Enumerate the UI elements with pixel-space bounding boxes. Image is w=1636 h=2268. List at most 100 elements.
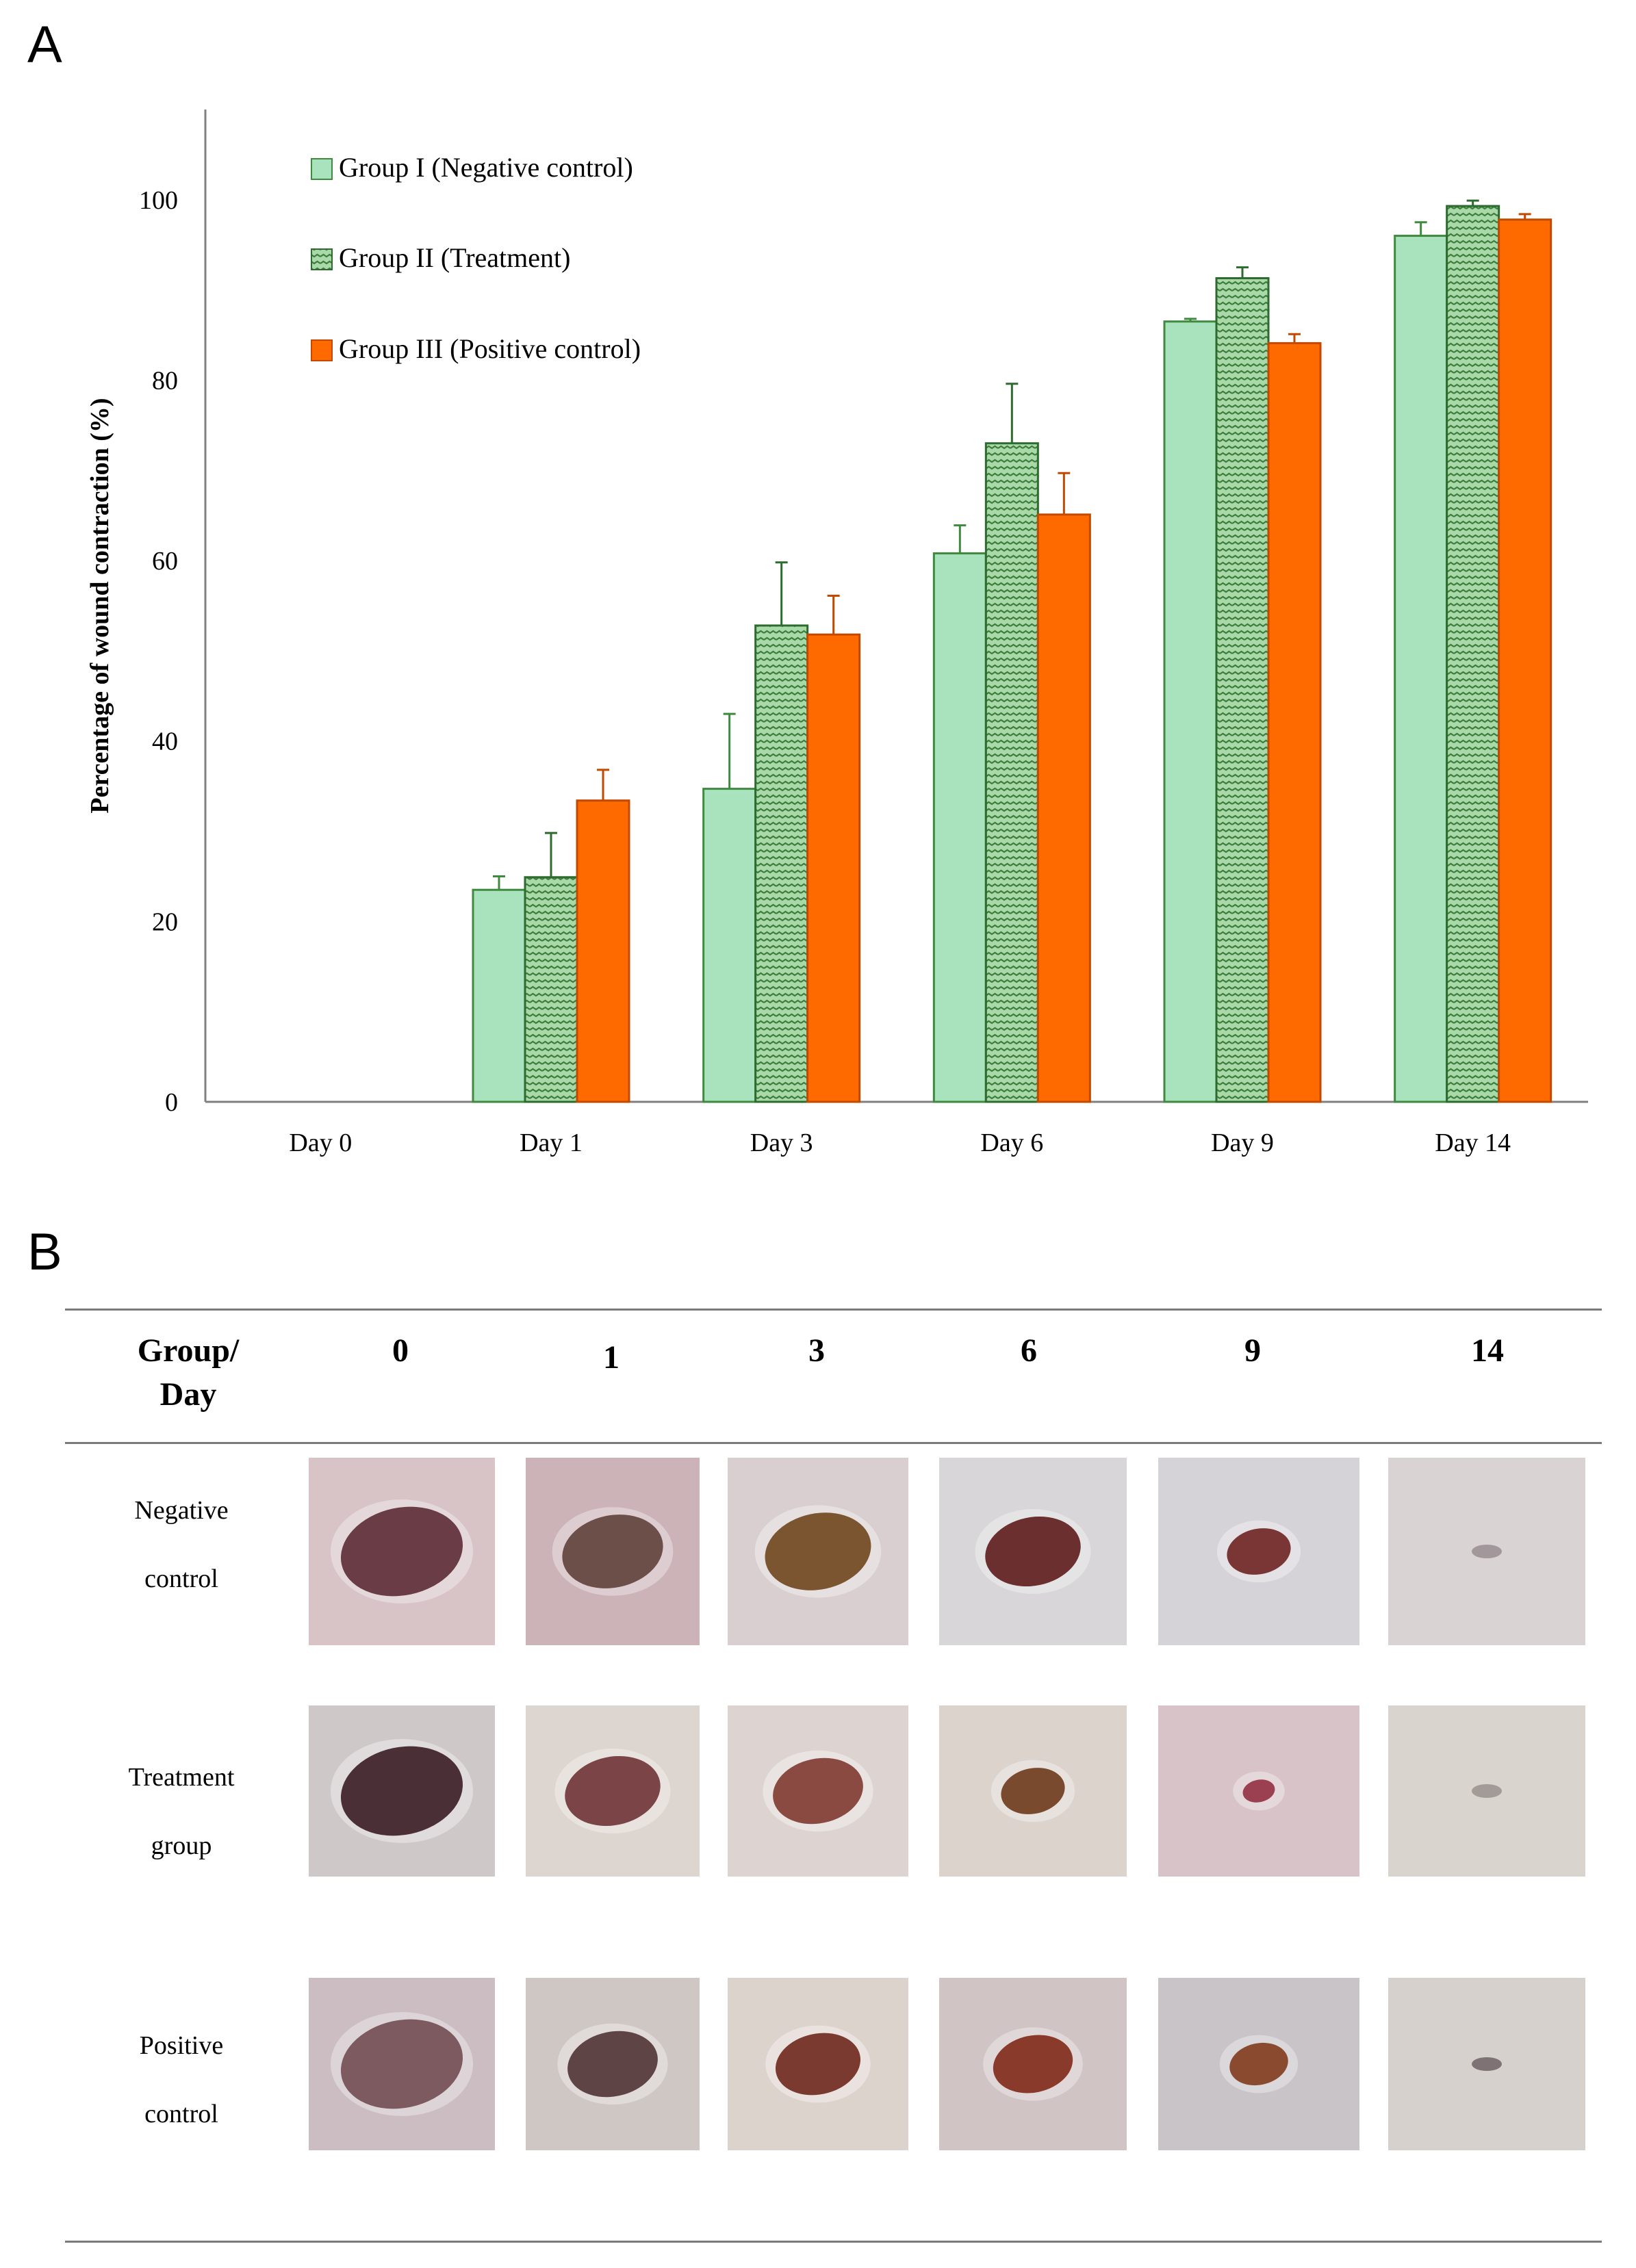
row-label-line2: group [151,1831,212,1860]
wound-area [1242,1779,1275,1803]
table-bottom-rule [65,2241,1602,2243]
x-tick-label: Day 14 [1435,1129,1511,1157]
header-day-14: 14 [1471,1332,1504,1369]
wound-photo-image [939,1978,1127,2150]
wound-photo [1388,1705,1585,1877]
bar [1036,513,1091,1103]
wound-photo [526,1978,700,2150]
panel-a-label: A [27,16,62,74]
header-group-day: Group/ Day [106,1329,270,1417]
row-label-line2: control [144,1564,218,1593]
bar [1163,320,1218,1103]
bar [524,876,578,1103]
header-group-text: Group/ [137,1332,240,1369]
bar [1267,342,1322,1103]
wound-photo-image [526,1978,700,2150]
wound-photo-image [309,1458,495,1645]
wound-area [565,1755,661,1827]
bar [806,633,861,1103]
wound-area [562,1515,663,1588]
row-label-negative-control: Negative control [79,1476,284,1613]
x-tick-label: Day 9 [1211,1129,1274,1157]
wound-photo-image [939,1705,1127,1877]
x-tick-label: Day 3 [750,1129,813,1157]
row-label-line1: Positive [139,2031,224,2060]
row-label-treatment-group: Treatment group [79,1743,284,1880]
header-day-3: 3 [808,1332,825,1369]
header-day-0: 0 [392,1332,409,1369]
wound-photo-image [526,1458,700,1645]
wound-area [993,2035,1073,2093]
wound-photo [939,1705,1127,1877]
table-top-rule [65,1309,1602,1311]
wound-photo [526,1705,700,1877]
bar [1215,277,1270,1103]
wound-photo [309,1705,495,1877]
wound-photo-image [309,1978,495,2150]
bar [932,552,987,1103]
wound-photo [939,1978,1127,2150]
y-tick-label: 0 [165,1088,178,1117]
wound-photo [1158,1458,1359,1645]
wound-area [765,1512,871,1590]
header-day-6: 6 [1021,1332,1037,1369]
wound-area [1001,1768,1065,1814]
wound-area [773,1757,863,1825]
wound-photo-image [309,1705,495,1877]
wound-photo [1158,1978,1359,2150]
y-tick-label: 100 [139,186,178,215]
wound-photo [728,1705,908,1877]
bar [702,788,757,1103]
healed-scar [1472,1545,1502,1558]
wound-photo [728,1978,908,2150]
row-label-line2: control [144,2100,218,2128]
wound-area [567,2031,658,2098]
x-tick-label: Day 0 [289,1129,352,1157]
y-tick-label: 40 [152,727,178,756]
wound-photo [309,1458,495,1645]
header-day-text: Day [159,1376,217,1413]
wound-photo [526,1458,700,1645]
y-tick-label: 20 [152,907,178,936]
row-label-line1: Treatment [128,1763,235,1792]
wound-area [775,2033,861,2096]
wound-area [340,1506,463,1597]
bar [472,888,526,1103]
legend-entry: Group III (Positive control) [339,333,641,364]
wound-photo-image [1158,1705,1359,1877]
wound-photo [1158,1705,1359,1877]
wound-area [985,1516,1081,1587]
wound-photo-table: Group/ Day 0 1 3 6 9 14 Negative control… [65,1309,1602,2243]
wound-photo-image [728,1458,908,1645]
wound-photo [1388,1978,1585,2150]
header-day-1: 1 [603,1339,619,1376]
bar [1498,218,1552,1103]
row-label-positive-control: Positive control [79,2011,284,2148]
y-tick-label: 60 [152,547,178,576]
bar [984,442,1039,1103]
wound-photo-image [1388,1978,1585,2150]
y-tick-label: 80 [152,366,178,395]
x-tick-label: Day 1 [520,1129,583,1157]
healed-scar [1472,1784,1502,1798]
bar-chart: 0 20 40 60 80 100 Day 0 Day 1 Day 3 Day 6 Day 9 Day… [86,109,1588,1157]
bar [576,799,630,1103]
wound-photo [309,1978,495,2150]
wound-photo [939,1458,1127,1645]
row-label-line1: Negative [134,1496,229,1525]
legend-swatch [311,339,333,361]
panel-b-label: B [27,1223,62,1281]
legend-swatch [311,248,333,270]
wound-photo-image [728,1705,908,1877]
wound-area [340,1746,463,1836]
bar [754,624,809,1103]
wound-photo [728,1458,908,1645]
wound-photo-image [1388,1705,1585,1877]
healed-scar [1472,2057,1502,2071]
table-header-rule [65,1442,1602,1444]
header-day-9: 9 [1244,1332,1261,1369]
bar [1394,235,1448,1103]
wound-photo-image [1158,1978,1359,2150]
y-axis-label: Percentage of wound contraction (%) [86,398,114,813]
wound-photo-image [526,1705,700,1877]
